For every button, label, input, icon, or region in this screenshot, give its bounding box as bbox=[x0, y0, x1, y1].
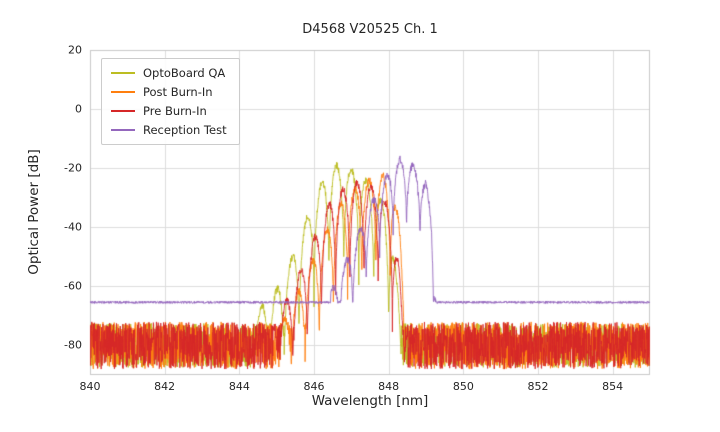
legend-item: Reception Test bbox=[111, 123, 227, 137]
legend-item: OptoBoard QA bbox=[111, 66, 227, 80]
y-tick-label: 0 bbox=[75, 102, 82, 116]
x-tick-label: 844 bbox=[228, 380, 250, 393]
y-tick-label: -60 bbox=[64, 279, 82, 293]
legend-item: Pre Burn-In bbox=[111, 104, 227, 118]
chart-title: D4568 V20525 Ch. 1 bbox=[302, 22, 438, 37]
legend-label: Pre Burn-In bbox=[143, 104, 207, 118]
x-tick-label: 840 bbox=[79, 380, 101, 393]
legend-line-swatch bbox=[111, 72, 135, 74]
x-axis-label: Wavelength [nm] bbox=[311, 393, 429, 409]
legend-item: Post Burn-In bbox=[111, 85, 227, 99]
x-tick-label: 842 bbox=[154, 380, 176, 393]
legend-line-swatch bbox=[111, 129, 135, 131]
x-tick-label: 848 bbox=[378, 380, 400, 393]
y-tick-label: -80 bbox=[64, 338, 82, 352]
y-tick-label: 20 bbox=[68, 43, 82, 57]
x-tick-label: 846 bbox=[303, 380, 325, 393]
x-tick-label: 854 bbox=[602, 380, 624, 393]
y-tick-label: -20 bbox=[64, 161, 82, 175]
x-tick-label: 850 bbox=[452, 380, 474, 393]
legend-line-swatch bbox=[111, 110, 135, 112]
legend-label: OptoBoard QA bbox=[143, 66, 226, 80]
legend-line-swatch bbox=[111, 91, 135, 93]
legend-label: Reception Test bbox=[143, 123, 227, 137]
legend-label: Post Burn-In bbox=[143, 85, 213, 99]
legend: OptoBoard QA Post Burn-In Pre Burn-In Recep… bbox=[101, 58, 240, 145]
y-tick-label: -40 bbox=[64, 220, 82, 234]
x-tick-label: 852 bbox=[527, 380, 549, 393]
